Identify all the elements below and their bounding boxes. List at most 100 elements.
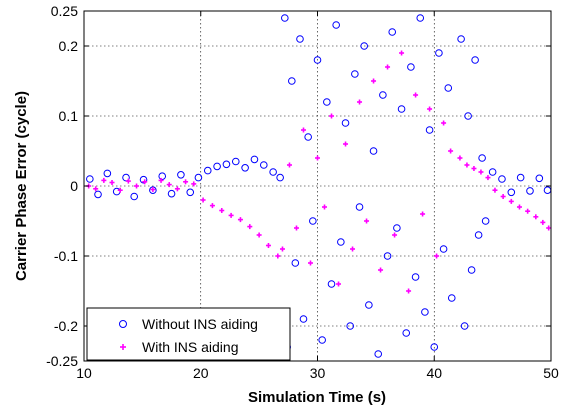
data-point <box>444 84 453 92</box>
data-point <box>167 189 176 198</box>
data-point <box>427 106 433 112</box>
data-point <box>457 155 463 161</box>
x-tick-label: 30 <box>310 365 326 381</box>
data-point <box>457 35 465 43</box>
data-point <box>392 232 398 238</box>
data-point <box>327 280 336 288</box>
data-point <box>200 197 206 203</box>
data-point <box>86 175 94 183</box>
data-point <box>315 155 320 161</box>
data-point <box>307 260 313 266</box>
data-point <box>275 253 281 259</box>
data-point <box>322 204 328 210</box>
data-point <box>498 175 506 183</box>
data-point <box>219 208 225 213</box>
data-point <box>286 162 292 168</box>
x-tick-label: 40 <box>426 365 442 381</box>
data-point <box>434 253 440 259</box>
y-tick-label: 0.1 <box>59 108 79 124</box>
data-point <box>379 91 387 99</box>
data-point <box>388 28 397 36</box>
y-tick-label: -0.25 <box>46 353 78 369</box>
data-point <box>464 112 472 120</box>
x-tick-label: 10 <box>76 365 92 381</box>
y-tick-label: -0.1 <box>54 248 78 264</box>
data-point <box>183 179 189 185</box>
data-point <box>94 190 102 199</box>
data-point <box>194 173 203 182</box>
data-point <box>134 183 140 189</box>
data-point <box>413 92 419 98</box>
data-point <box>474 231 483 239</box>
data-point <box>535 174 544 183</box>
data-point <box>526 187 534 195</box>
y-axis-title: Carrier Phase Error (cycle) <box>13 91 30 281</box>
data-point <box>296 35 304 43</box>
data-point <box>150 187 156 192</box>
data-point <box>430 343 439 351</box>
data-point <box>357 99 363 105</box>
data-point <box>425 126 434 134</box>
data-point <box>385 64 391 70</box>
data-point <box>471 166 477 171</box>
data-point <box>540 219 546 225</box>
y-tick-label: -0.2 <box>54 318 78 334</box>
data-point <box>269 168 277 176</box>
data-point <box>101 177 107 183</box>
data-point <box>318 336 326 344</box>
data-point <box>383 252 392 260</box>
series-without-ins-aiding <box>86 14 551 358</box>
data-point <box>250 155 259 164</box>
data-point <box>142 179 148 185</box>
y-tick-label: 0.25 <box>51 3 78 19</box>
data-point <box>464 162 470 168</box>
data-point <box>435 49 443 57</box>
data-point <box>228 212 234 218</box>
data-point <box>399 50 405 56</box>
data-point <box>360 42 369 50</box>
data-point <box>485 175 491 181</box>
data-point <box>291 259 300 267</box>
data-point <box>364 218 370 224</box>
data-point <box>222 160 231 169</box>
data-point <box>213 162 221 171</box>
data-point <box>406 288 412 294</box>
y-tick-label: 0 <box>70 178 78 194</box>
data-point <box>237 217 243 223</box>
data-point <box>281 14 289 22</box>
data-point <box>516 204 522 210</box>
data-point <box>265 243 271 248</box>
data-point <box>393 224 401 232</box>
data-point <box>288 77 296 85</box>
data-point <box>516 173 525 182</box>
legend-marker-without-ins <box>119 320 127 328</box>
data-point <box>241 164 249 172</box>
data-point <box>488 168 497 176</box>
data-point <box>402 329 411 337</box>
data-point <box>492 187 498 193</box>
data-point <box>478 154 486 162</box>
data-point <box>300 127 306 133</box>
data-point <box>500 194 506 199</box>
data-point <box>304 133 312 141</box>
gridlines <box>84 11 551 361</box>
data-point <box>323 98 331 106</box>
data-point <box>174 186 180 192</box>
legend-label-with-ins: With INS aiding <box>142 339 238 355</box>
x-tick-label: 50 <box>543 365 559 381</box>
data-point <box>166 182 172 188</box>
axis-ticks: 10 20 30 40 50 -0.25 -0.2 -0.1 0 0.1 0.2 0.25 <box>46 3 559 381</box>
data-point <box>309 217 317 225</box>
data-point <box>203 166 212 175</box>
data-point <box>125 178 131 184</box>
data-point <box>397 105 406 113</box>
data-point <box>407 63 415 71</box>
data-point <box>420 211 426 217</box>
data-point <box>158 172 167 180</box>
legend: Without INS aiding With INS aiding <box>86 307 291 361</box>
data-point <box>313 56 322 64</box>
data-point <box>149 186 157 194</box>
data-point <box>209 203 215 209</box>
data-point <box>158 177 164 183</box>
data-point <box>130 192 139 201</box>
